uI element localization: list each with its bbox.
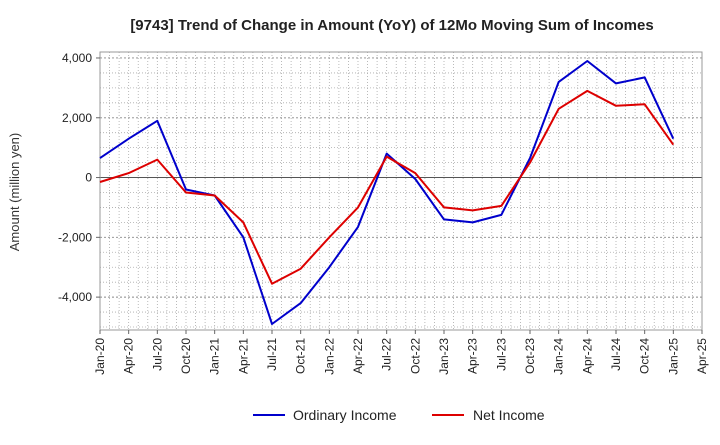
x-tick-label: Jul-22 [380,338,394,371]
y-tick-label: 2,000 [62,111,92,125]
y-tick-label: 0 [85,171,92,185]
series-line-net-income [99,89,675,285]
x-tick-label: Jan-24 [552,338,566,375]
x-tick-label: Oct-23 [523,338,537,374]
x-tick-label: Apr-24 [580,338,594,374]
x-tick-label: Jan-25 [666,338,680,375]
x-tick-label: Apr-25 [695,338,709,374]
y-axis-label: Amount (million yen) [7,133,22,252]
chart-title: [9743] Trend of Change in Amount (YoY) o… [130,17,653,34]
x-tick-label: Oct-24 [638,338,652,374]
x-tick-label: Jan-23 [437,338,451,375]
x-tick-label: Jul-21 [265,338,279,371]
x-tick-label: Jan-22 [322,338,336,375]
x-tick-label: Apr-21 [236,338,250,374]
legend-label: Ordinary Income [293,407,397,423]
axes: -4,000 -2,000 0 2,000 4,000 Jan-20 Apr-20 Jul-2… [58,51,709,375]
x-tick-label: Jan-20 [93,338,107,375]
x-tick-label: Apr-23 [466,338,480,374]
x-tick-label: Oct-21 [294,338,308,374]
series-line-ordinary-income [99,60,675,325]
x-tick-label: Jan-21 [208,338,222,375]
x-tick-label: Jul-20 [150,338,164,371]
y-tick-label: -4,000 [58,290,92,304]
x-tick-label: Jul-24 [609,338,623,371]
x-tick-label: Jul-23 [494,338,508,371]
legend: Ordinary Income Net Income [253,407,545,423]
series-lines [99,60,675,325]
y-tick-label: -2,000 [58,230,92,244]
y-tick-label: 4,000 [62,51,92,65]
x-tick-label: Apr-20 [122,338,136,374]
plot-frame [99,51,703,331]
legend-label: Net Income [473,407,545,423]
x-tick-label: Apr-22 [351,338,365,374]
x-tick-label: Oct-20 [179,338,193,374]
x-tick-label: Oct-22 [408,338,422,374]
